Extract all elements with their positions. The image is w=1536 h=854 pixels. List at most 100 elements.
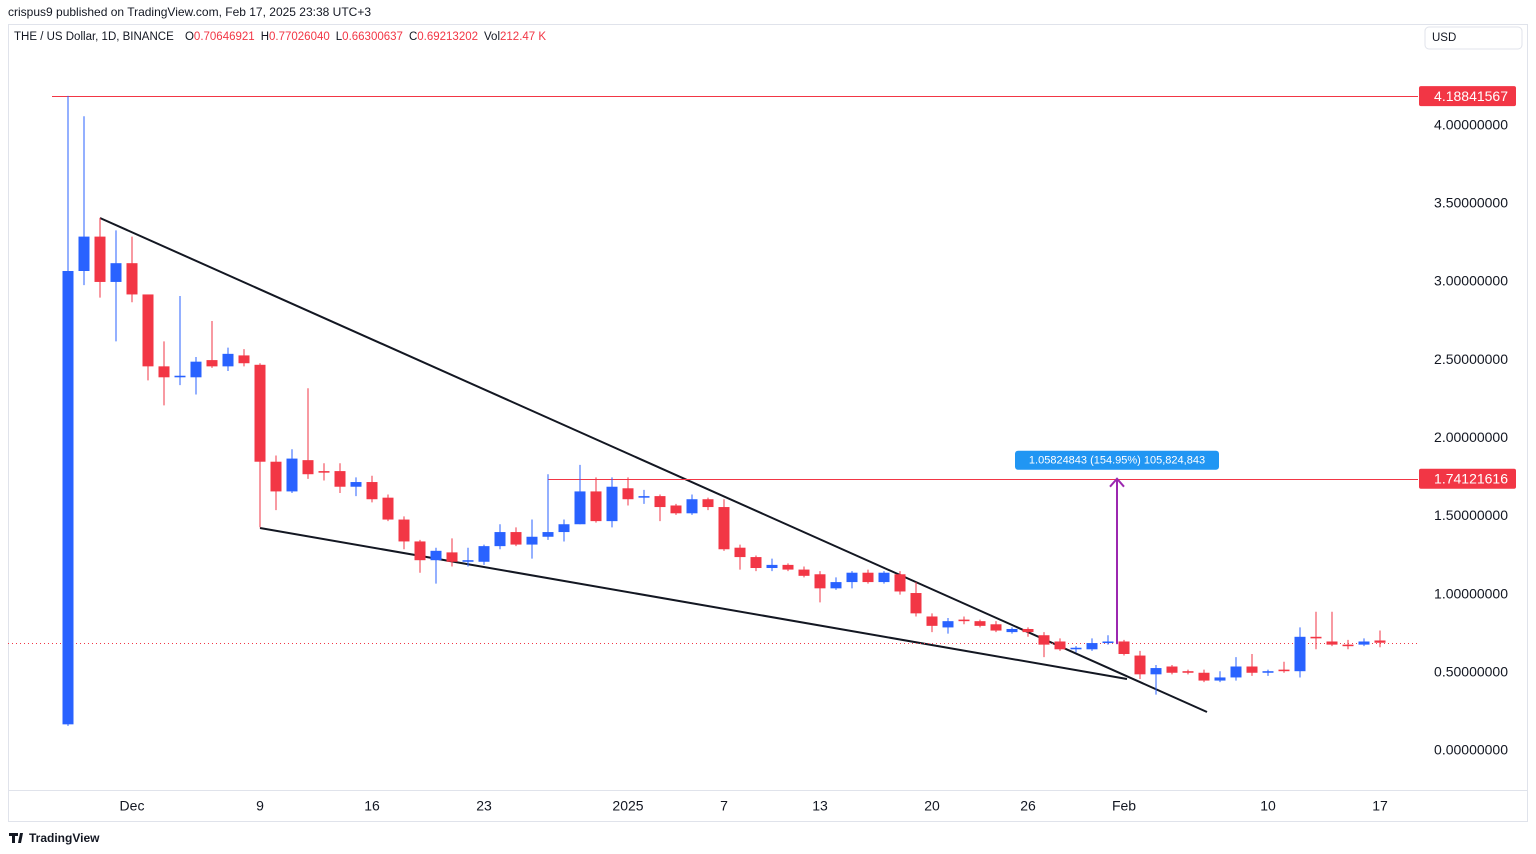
x-tick-label: 9 — [256, 798, 264, 814]
legend-value: 0.70646921 — [194, 31, 255, 43]
x-tick-label: 20 — [924, 798, 940, 814]
legend-key: O — [185, 31, 194, 43]
candle-body — [1070, 647, 1082, 650]
candle-body — [1118, 641, 1130, 654]
candle-body — [942, 621, 954, 628]
candle-body — [526, 536, 538, 545]
candle-body — [78, 236, 90, 271]
candle-body — [350, 482, 362, 487]
currency-button[interactable] — [1424, 26, 1523, 50]
candle-body — [494, 532, 506, 547]
candle-body — [1006, 628, 1018, 633]
x-tick-label: Feb — [1112, 798, 1136, 814]
candle-body — [366, 482, 378, 500]
candle-body — [318, 471, 330, 473]
candle-body — [142, 294, 154, 367]
candle-body — [750, 557, 762, 569]
candle-body — [1246, 666, 1258, 673]
legend-key: C — [409, 31, 417, 43]
candle-body — [1054, 641, 1066, 650]
candle-body — [846, 572, 858, 583]
candle-body — [1358, 641, 1370, 645]
x-tick-label: 26 — [1020, 798, 1036, 814]
candle-body — [174, 375, 186, 378]
candle-body — [1262, 671, 1274, 673]
candle-body — [590, 491, 602, 522]
candle-body — [110, 263, 122, 282]
y-tick-label: 1.00000000 — [1434, 585, 1508, 601]
candle-body — [462, 560, 474, 562]
candle-body — [1102, 641, 1114, 644]
candle-body — [334, 471, 346, 487]
legend-key: H — [261, 31, 269, 43]
candle-body — [222, 353, 234, 367]
x-tick-label: 17 — [1372, 798, 1388, 814]
candle-body — [926, 616, 938, 626]
candle-body — [446, 552, 458, 562]
candle-body — [254, 364, 266, 462]
candle-body — [1198, 672, 1210, 681]
y-tick-label: 3.50000000 — [1434, 194, 1508, 210]
level-label: 1.74121616 — [1434, 470, 1508, 486]
candle-body — [1166, 666, 1178, 673]
candle-body — [734, 547, 746, 558]
candle-body — [1022, 628, 1034, 633]
candle-body — [270, 461, 282, 492]
legend-value: 0.77026040 — [269, 31, 330, 43]
candle-body — [990, 624, 1002, 631]
legend-value: 0.69213202 — [417, 31, 478, 43]
candle-body — [1086, 643, 1098, 650]
candle-body — [430, 550, 442, 561]
measure-label: 1.05824843 (154.95%) 105,824,843 — [1029, 455, 1205, 467]
candle-body — [1278, 669, 1290, 672]
x-tick-label: 23 — [476, 798, 492, 814]
candle-body — [238, 355, 250, 364]
candle-body — [510, 532, 522, 545]
candle-body — [1150, 668, 1162, 675]
y-tick-label: 4.00000000 — [1434, 116, 1508, 132]
candle-body — [606, 486, 618, 522]
candle-body — [1310, 636, 1322, 639]
candle-body — [766, 564, 778, 569]
x-tick-label: 10 — [1260, 798, 1276, 814]
footer-logo: TradingView — [9, 831, 100, 845]
legend-key: L — [336, 31, 343, 43]
candle-body — [574, 491, 586, 525]
y-tick-label: 0.00000000 — [1434, 742, 1508, 758]
candle-body — [1182, 671, 1194, 673]
candle-body — [1374, 640, 1386, 643]
candle-body — [414, 541, 426, 561]
candle-body — [382, 497, 394, 520]
measure-label-box — [1015, 450, 1219, 470]
candle-body — [302, 460, 314, 475]
y-tick-label: 3.00000000 — [1434, 273, 1508, 289]
candle-body — [654, 496, 666, 508]
x-tick-label: 7 — [720, 798, 728, 814]
candle-body — [478, 546, 490, 562]
candle-body — [286, 458, 298, 492]
legend-value: 0.66300637 — [342, 31, 403, 43]
candle-body — [894, 574, 906, 592]
candle-body — [910, 593, 922, 614]
level-label-box — [1419, 468, 1516, 489]
candle-body — [1214, 677, 1226, 681]
x-tick-label: Dec — [120, 798, 145, 814]
pane-border — [8, 24, 1528, 822]
legend-key: Vol — [484, 31, 500, 43]
x-tick-label: 2025 — [612, 798, 643, 814]
x-tick-label: 16 — [364, 798, 380, 814]
currency[interactable]: USD — [1432, 32, 1456, 44]
y-tick-label: 1.50000000 — [1434, 507, 1508, 523]
watermark: crispus9 published on TradingView.com, F… — [8, 5, 371, 19]
y-tick-label: 2.00000000 — [1434, 429, 1508, 445]
candle-body — [878, 572, 890, 583]
candle-body — [638, 496, 650, 498]
candle-body — [798, 569, 810, 576]
footer-text: TradingView — [29, 831, 100, 845]
candle-body — [686, 499, 698, 514]
candle-body — [1230, 666, 1242, 678]
level-label-box — [1419, 86, 1516, 107]
candle-body — [1294, 636, 1306, 672]
legend: THE / US Dollar, 1D, BINANCE O0.70646921… — [14, 31, 546, 43]
